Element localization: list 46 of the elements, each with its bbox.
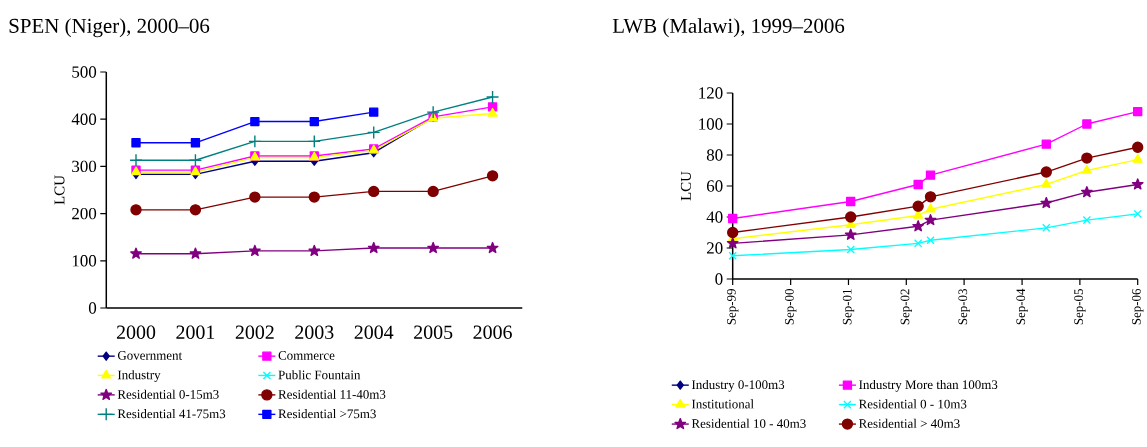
x-tick-label: 2004 xyxy=(354,325,394,339)
y-tick-label: 120 xyxy=(699,87,723,99)
y-tick-label: 20 xyxy=(706,242,723,254)
legend-label: Government xyxy=(117,351,183,360)
x-tick-label: Sep-99 xyxy=(727,289,739,325)
legend-label: Public Fountain xyxy=(278,370,361,380)
y-axis-title: LCU xyxy=(54,175,65,205)
x-tick-label: 2003 xyxy=(295,325,334,339)
x-tick-label: Sep-00 xyxy=(784,289,797,325)
legend-label: Residential 41-75m3 xyxy=(117,409,226,419)
chart-title: LWB (Malawi), 1999–2006 xyxy=(612,18,845,38)
y-tick-label: 200 xyxy=(72,207,97,220)
y-tick-label: 40 xyxy=(706,211,723,223)
x-tick-label: Sep-01 xyxy=(842,289,855,325)
y-tick-label: 400 xyxy=(71,113,97,125)
legend-label: Industry xyxy=(117,370,161,382)
y-tick-label: 100 xyxy=(699,118,723,130)
legend-label: Residential 11-40m3 xyxy=(278,389,386,399)
y-tick-label: 100 xyxy=(72,255,97,267)
x-tick-label: 2000 xyxy=(116,325,156,339)
x-tick-label: Sep-04 xyxy=(1016,288,1028,325)
x-tick-label: 2002 xyxy=(235,325,274,339)
x-tick-label: Sep-05 xyxy=(1074,289,1086,325)
chart-title: SPEN (Niger), 2000–06 xyxy=(9,18,210,38)
x-tick-label: Sep-03 xyxy=(958,289,970,325)
y-tick-label: 300 xyxy=(72,160,97,173)
y-axis-title: LCU xyxy=(680,171,691,201)
x-tick-label: 2006 xyxy=(473,325,512,339)
legend-label: Residential > 40m3 xyxy=(858,418,960,428)
y-tick-label: 80 xyxy=(706,149,723,161)
legend-label: Residential 10 - 40m3 xyxy=(691,418,806,428)
legend-label: Residential 0-15m3 xyxy=(117,389,219,399)
x-tick-label: Sep-06 xyxy=(1132,288,1144,325)
legend-label: Residential 0 - 10m3 xyxy=(858,399,967,409)
x-tick-label: 2005 xyxy=(414,325,453,339)
y-tick-label: 60 xyxy=(706,180,723,192)
y-tick-label: 0 xyxy=(715,273,723,285)
x-tick-label: 2001 xyxy=(176,325,215,339)
x-tick-label: Sep-02 xyxy=(900,289,912,325)
y-tick-label: 500 xyxy=(72,66,97,78)
legend-label: Commerce xyxy=(278,351,335,360)
legend-label: Industry 0-100m3 xyxy=(691,379,785,392)
legend-label: Industry More than 100m3 xyxy=(859,379,998,392)
legend-label: Residential >75m3 xyxy=(278,409,376,419)
legend-label: Institutional xyxy=(691,399,754,409)
y-tick-label: 0 xyxy=(88,302,97,314)
